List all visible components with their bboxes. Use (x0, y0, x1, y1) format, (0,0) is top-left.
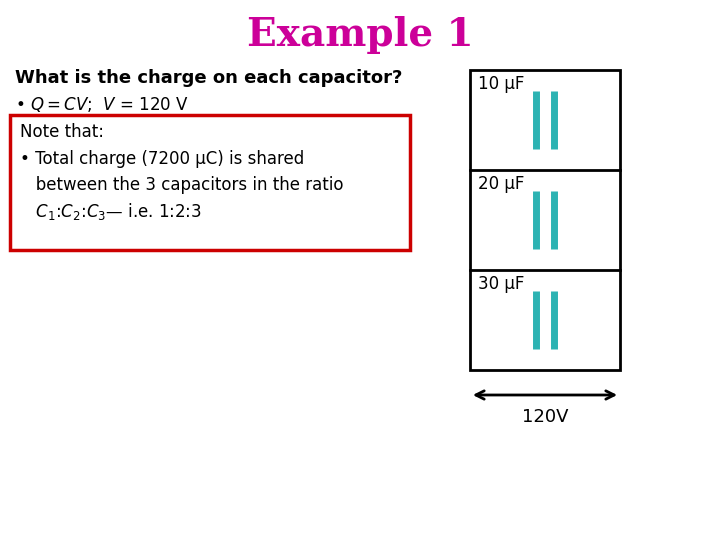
Text: What is the charge on each capacitor?: What is the charge on each capacitor? (15, 69, 402, 87)
Text: between the 3 capacitors in the ratio: between the 3 capacitors in the ratio (20, 176, 343, 194)
Text: • $Q_1$ = (10 μF)(120V) = 1200 μC: • $Q_1$ = (10 μF)(120V) = 1200 μC (15, 121, 287, 143)
Text: 120V: 120V (522, 408, 568, 426)
Text: • $Q_3$ = (30 μF)(120V) = 3600 μC: • $Q_3$ = (30 μF)(120V) = 3600 μC (15, 175, 287, 197)
Text: 20 μF: 20 μF (478, 175, 524, 193)
Text: • Total charge (7200 μC) is shared: • Total charge (7200 μC) is shared (20, 150, 305, 168)
Text: • $Q_2$ = (20 μF)(120V) = 2400 μC: • $Q_2$ = (20 μF)(120V) = 2400 μC (15, 148, 287, 170)
Text: 30 μF: 30 μF (478, 275, 524, 293)
Text: Example 1: Example 1 (247, 16, 473, 54)
Text: • $Q = CV$;  $V$ = 120 V: • $Q = CV$; $V$ = 120 V (15, 96, 189, 114)
Bar (10, 115, 410, 250)
Bar (470, 70, 620, 370)
Text: $C_1$:$C_2$:$C_3$— i.e. 1:2:3: $C_1$:$C_2$:$C_3$— i.e. 1:2:3 (20, 201, 202, 222)
Text: Note that:: Note that: (20, 123, 104, 141)
Text: 10 μF: 10 μF (478, 75, 524, 93)
